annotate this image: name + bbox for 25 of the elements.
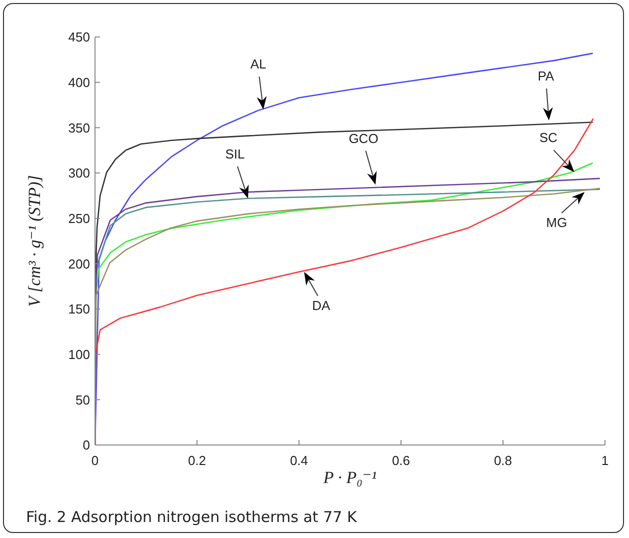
- caption: Fig. 2 Adsorption nitrogen isotherms at 77 K: [26, 508, 357, 526]
- annotation: SC: [539, 130, 558, 146]
- annotation: DA: [312, 298, 330, 313]
- y-axis-title: V [cm³ · g⁻¹ (STP)]: [25, 175, 44, 307]
- x-tick-label: 1: [601, 453, 609, 468]
- y-tick-label: 150: [68, 302, 90, 317]
- annotation: GCO: [348, 130, 378, 146]
- y-tick-label: 200: [68, 256, 90, 272]
- x-axis-title: P · P₀⁻¹: [322, 468, 377, 487]
- x-tick-label: 0.2: [188, 453, 206, 468]
- y-tick-label: 400: [68, 74, 90, 90]
- annotation: MG: [546, 215, 568, 230]
- y-tick-label: 450: [68, 30, 90, 45]
- y-tick-label: 50: [76, 392, 90, 408]
- y-tick-label: 300: [68, 166, 90, 181]
- x-tick-label: 0.4: [290, 453, 308, 468]
- annotation: PA: [538, 68, 554, 84]
- x-tick-label: 0.8: [494, 453, 512, 468]
- annotation: SIL: [225, 146, 245, 162]
- y-tick-label: 250: [68, 210, 90, 226]
- y-tick-label: 0: [82, 438, 90, 453]
- y-tick-label: 100: [68, 346, 90, 362]
- x-tick-label: 0.6: [392, 453, 410, 468]
- annotation: AL: [250, 56, 266, 72]
- y-tick-label: 350: [68, 120, 90, 136]
